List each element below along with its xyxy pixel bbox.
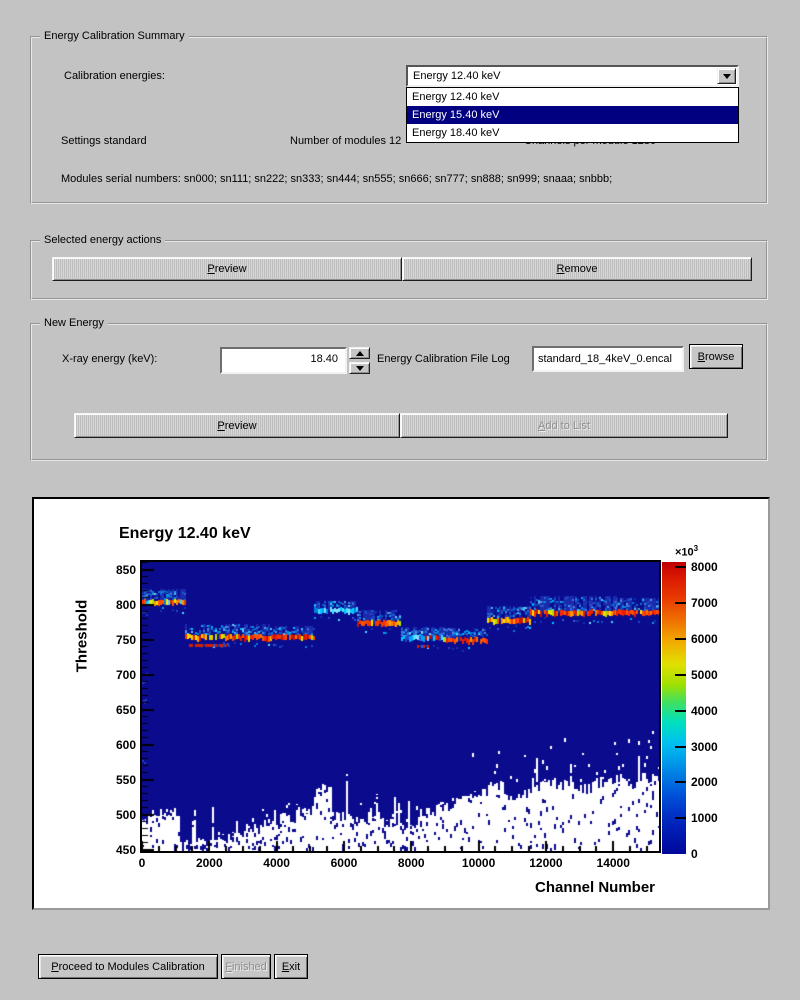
spin-up-button[interactable] — [349, 347, 370, 359]
colorbar-gradient — [662, 562, 686, 854]
y-tick-label: 800 — [115, 597, 136, 612]
xray-energy-spinbox[interactable]: 18.40 — [220, 347, 347, 374]
threshold-scan-heatmap — [142, 562, 659, 851]
group-title: Energy Calibration Summary — [40, 30, 189, 42]
x-tick-label: 2000 — [195, 856, 223, 870]
x-tick-label: 0 — [138, 856, 146, 870]
number-of-modules-label: Number of modules 12 — [290, 135, 402, 147]
x-tick-label: 12000 — [529, 856, 563, 870]
energy-dropdown-list: Energy 12.40 keV Energy 15.40 keV Energy 1… — [406, 87, 739, 143]
dropdown-option[interactable]: Energy 18.40 keV — [412, 127, 500, 139]
file-log-label: Energy Calibration File Log — [377, 353, 510, 365]
combobox-arrow-button[interactable] — [717, 68, 736, 84]
colorbar-tick-label: 0 — [691, 847, 698, 861]
y-tick-label: 750 — [115, 632, 136, 647]
y-tick-label: 650 — [115, 703, 136, 717]
colorbar-tick — [675, 745, 686, 748]
colorbar-tick — [675, 566, 686, 569]
y-tick-label: 600 — [115, 738, 136, 753]
arrow-up-icon — [355, 350, 364, 356]
x-axis-title: Channel Number — [534, 879, 655, 896]
spinbox-value: 18.40 — [310, 353, 338, 365]
y-tick-label: 850 — [115, 562, 136, 577]
file-log-input[interactable] — [534, 348, 682, 370]
colorbar-tick-label: 5000 — [691, 667, 718, 682]
calibration-energies-combobox[interactable]: Energy 12.40 keV — [406, 65, 739, 87]
colorbar-tick — [675, 709, 686, 712]
file-log-input-wrap — [532, 346, 684, 372]
colorbar-tick-label: 2000 — [691, 775, 718, 790]
colorbar-tick-label: 3000 — [691, 739, 718, 754]
group-title: Selected energy actions — [40, 234, 166, 246]
modules-serial-numbers-label: Modules serial numbers: sn000; sn111; sn… — [61, 173, 613, 185]
dropdown-option[interactable]: Energy 15.40 keV — [407, 106, 738, 124]
combobox-value: Energy 12.40 keV — [413, 70, 501, 82]
new-energy-group: New Energy X-ray energy (keV): 18.40 Ene… — [30, 317, 768, 461]
group-title: New Energy — [40, 317, 108, 329]
y-tick-label: 500 — [115, 808, 136, 823]
colorbar-tick — [675, 673, 686, 676]
settings-standard-label: Settings standard — [61, 135, 147, 147]
colorbar-tick-label: 8000 — [691, 560, 718, 575]
colorbar-tick — [675, 781, 686, 784]
plot-title: Energy 12.40 keV — [119, 525, 251, 542]
colorbar-exponent: ×103 — [675, 544, 699, 559]
dropdown-option[interactable]: Energy 12.40 keV — [412, 91, 500, 103]
colorbar-tick-label: 4000 — [691, 703, 718, 718]
plot-frame — [140, 560, 661, 853]
calibration-energies-label: Calibration energies: — [64, 70, 165, 82]
colorbar-tick — [675, 817, 686, 820]
spin-down-button[interactable] — [349, 362, 370, 374]
colorbar-tick — [675, 602, 686, 605]
chevron-down-icon — [722, 73, 731, 79]
x-tick-label: 6000 — [330, 856, 358, 870]
colorbar-tick-label: 1000 — [691, 811, 718, 826]
colorbar-tick-label: 7000 — [691, 596, 718, 611]
energy-calibration-summary-group: Energy Calibration Summary Calibration e… — [30, 30, 768, 204]
y-tick-label: 450 — [115, 843, 136, 858]
x-tick-label: 10000 — [461, 856, 496, 870]
xray-energy-label: X-ray energy (keV): — [62, 353, 158, 365]
colorbar-tick-label: 6000 — [691, 632, 718, 647]
arrow-down-icon — [355, 365, 364, 371]
x-tick-label: 8000 — [397, 856, 425, 870]
plot-panel: Energy 12.40 keV Threshold Channel Numbe… — [32, 497, 770, 910]
x-tick-label: 4000 — [263, 856, 290, 870]
colorbar-tick — [675, 638, 686, 641]
y-tick-label: 700 — [115, 667, 136, 682]
y-tick-label: 550 — [115, 773, 136, 788]
x-tick-label: 14000 — [596, 856, 630, 870]
